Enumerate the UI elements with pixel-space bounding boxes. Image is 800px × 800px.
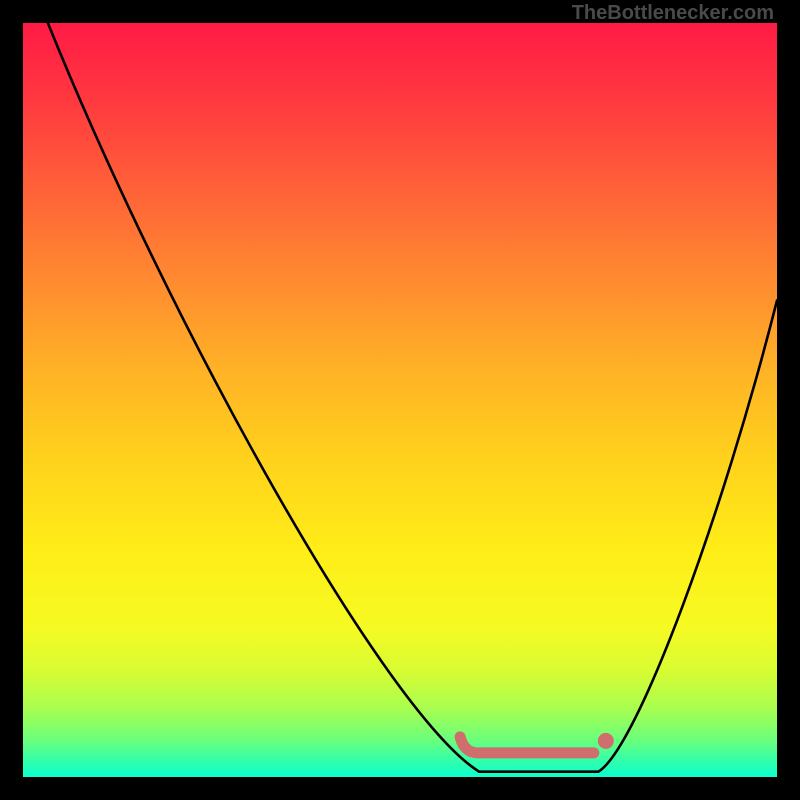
plot-area (23, 23, 777, 777)
watermark-text: TheBottlenecker.com (572, 2, 774, 25)
valley-highlight (460, 737, 594, 753)
valley-end-dot (598, 733, 614, 749)
curve-svg (23, 23, 777, 777)
bottleneck-curve (48, 23, 777, 772)
